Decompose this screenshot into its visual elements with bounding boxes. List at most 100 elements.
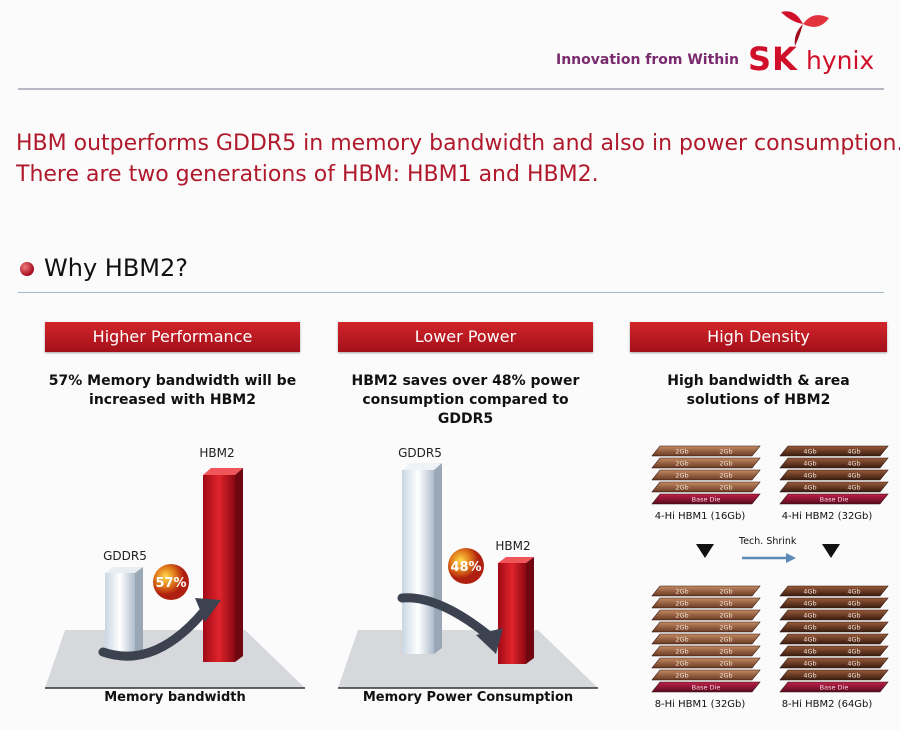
dram-die [651,669,761,681]
logo-sk: SK [748,40,798,78]
panel-desc-density-line2: solutions of HBM2 [686,392,831,408]
dram-die-label: 4Gb [847,672,860,680]
dram-die-label: 4Gb [847,660,860,668]
dram-die-label: 4Gb [803,484,816,492]
tagline: Innovation from Within [556,52,740,68]
dram-die [779,469,889,481]
intro-line-1: HBM outperforms GDDR5 in memory bandwidt… [16,131,900,156]
intro-line-2: There are two generations of HBM: HBM1 a… [16,162,599,187]
dram-die-label: 2Gb [675,588,688,596]
dram-die [651,645,761,657]
dram-die-label: 2Gb [675,648,688,656]
dram-die [651,481,761,493]
base-die [651,493,761,505]
dram-die-label: 2Gb [719,660,732,668]
section-divider [18,292,884,293]
stack-label-4hi-hbm2: 4-Hi HBM2 (32Gb) [781,511,873,522]
power-chart: 48% GDDR5 HBM2 [338,446,598,689]
dram-die [779,597,889,609]
dram-die-label: 4Gb [803,460,816,468]
dram-die-label: 2Gb [719,472,732,480]
dram-die [651,585,761,597]
dram-die-label: 2Gb [719,484,732,492]
axis-label-bandwidth: Memory bandwidth [104,690,246,705]
dram-die-label: 4Gb [803,472,816,480]
panel-desc-performance: 57% Memory bandwidth will be increased w… [45,372,300,410]
panel-title-power: Lower Power [338,322,593,352]
dram-die-label: 2Gb [675,612,688,620]
dram-die-label: 2Gb [675,460,688,468]
right-arrow-icon [786,553,796,563]
dram-die [779,481,889,493]
dram-die [779,609,889,621]
dram-die [651,457,761,469]
dram-die [651,609,761,621]
badge-57-text: 57% [155,576,186,591]
dram-die [779,445,889,457]
dram-die-label: 2Gb [675,624,688,632]
panel-desc-performance-line2: increased with HBM2 [89,392,256,408]
dram-die-label: 4Gb [847,600,860,608]
panel-desc-performance-line1: 57% Memory bandwidth will be [48,373,297,389]
base-die-label: Base Die [820,684,849,692]
dram-die [779,585,889,597]
panel-desc-power-line2: consumption compared to GDDR5 [362,392,569,427]
badge-48 [448,548,484,584]
dram-die [779,645,889,657]
dram-die [779,633,889,645]
dram-die-label: 4Gb [803,636,816,644]
dram-die-label: 2Gb [675,448,688,456]
label-gddr5: GDDR5 [398,446,442,460]
panel-desc-density: High bandwidth & area solutions of HBM2 [630,372,887,410]
dram-die-label: 2Gb [675,672,688,680]
dram-die-label: 2Gb [719,600,732,608]
axis-label-power: Memory Power Consumption [362,690,574,705]
dram-die-label: 2Gb [675,600,688,608]
dram-die [651,621,761,633]
down-arrow-icon [696,544,714,558]
bandwidth-chart: 57% GDDR5 HBM2 [45,446,305,689]
logo-hynix: hynix [806,46,875,75]
base-die-label: Base Die [692,496,721,504]
dram-die-label: 2Gb [719,672,732,680]
badge-57 [153,564,189,600]
panel-desc-power-line1: HBM2 saves over 48% power [351,373,580,389]
dram-die-label: 2Gb [675,636,688,644]
dram-die-label: 2Gb [719,648,732,656]
base-die-label: Base Die [692,684,721,692]
dram-die [779,669,889,681]
dram-die-label: 4Gb [803,600,816,608]
dram-die-label: 4Gb [803,588,816,596]
base-die [779,681,889,693]
density-diagram: Base Die 2Gb 2Gb 2Gb 2Gb 2Gb 2Gb 2Gb 2Gb Base Die… [651,445,889,693]
base-die [779,493,889,505]
dram-die-label: 2Gb [675,472,688,480]
dram-die-label: 2Gb [719,448,732,456]
dram-die-label: 4Gb [847,636,860,644]
label-hbm2: HBM2 [199,446,234,460]
dram-die-label: 2Gb [675,484,688,492]
dram-die-label: 4Gb [847,588,860,596]
stack-label-8hi-hbm1: 8-Hi HBM1 (32Gb) [654,699,746,710]
stack-label-4hi-hbm1: 4-Hi HBM1 (16Gb) [654,511,746,522]
dram-die-label: 4Gb [803,672,816,680]
panel-desc-power: HBM2 saves over 48% power consumption co… [338,372,593,429]
intro-text: HBM outperforms GDDR5 in memory bandwidt… [16,128,900,190]
badge-48-text: 48% [450,560,481,575]
dram-die-label: 4Gb [847,624,860,632]
dram-die-label: 4Gb [847,612,860,620]
label-gddr5: GDDR5 [103,549,147,563]
bar-gddr5 [105,573,135,658]
dram-die-label: 2Gb [719,612,732,620]
dram-die-label: 4Gb [847,472,860,480]
section-title: Why HBM2? [44,254,188,282]
dram-die [651,597,761,609]
bar-gddr5 [402,470,434,654]
dram-die-label: 4Gb [847,448,860,456]
dram-die-label: 4Gb [803,648,816,656]
panel-desc-density-line1: High bandwidth & area [667,373,850,389]
dram-die [651,657,761,669]
butterfly-logo-icon [781,11,829,46]
bar-hbm2 [203,475,235,662]
dram-die-label: 4Gb [803,660,816,668]
